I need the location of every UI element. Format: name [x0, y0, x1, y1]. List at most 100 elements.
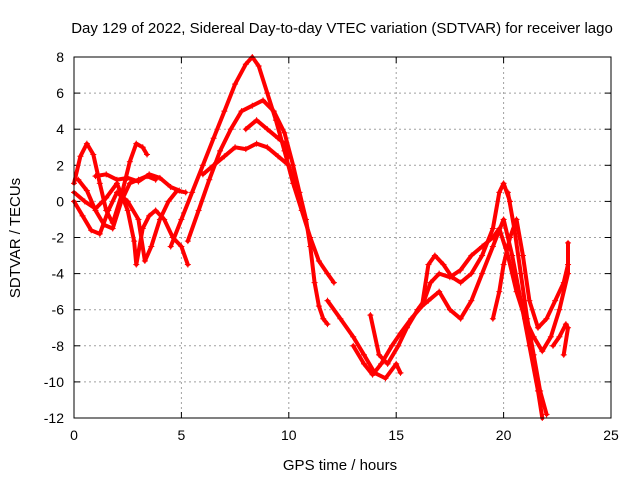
data-point-marker — [124, 174, 131, 181]
data-point-marker — [126, 180, 133, 187]
data-point-marker — [530, 351, 537, 358]
data-point-marker — [184, 238, 191, 245]
plot-frame — [73, 56, 612, 419]
data-point-marker — [457, 315, 464, 322]
data-point-marker — [552, 297, 559, 304]
series-arc-i — [242, 117, 292, 160]
data-point-marker — [90, 151, 97, 158]
x-tick-label: 0 — [70, 427, 78, 443]
data-point-marker — [324, 321, 331, 328]
data-point-marker — [182, 189, 189, 196]
data-point-marker — [382, 375, 389, 382]
data-point-marker — [393, 360, 400, 367]
data-point-marker — [264, 90, 271, 97]
data-point-marker — [547, 333, 554, 340]
y-tick-label: -4 — [52, 266, 65, 282]
y-tick-label: 8 — [56, 49, 64, 65]
data-point-marker — [199, 162, 206, 169]
data-point-marker — [524, 315, 531, 322]
data-point-marker — [457, 266, 464, 273]
data-point-marker — [414, 306, 421, 313]
y-tick-label: -6 — [52, 302, 65, 318]
data-point-marker — [281, 129, 288, 136]
data-point-marker — [146, 212, 153, 219]
data-point-marker — [144, 151, 151, 158]
data-point-marker — [560, 351, 567, 358]
data-point-marker — [83, 140, 90, 147]
data-point-marker — [489, 243, 496, 250]
data-point-marker — [275, 135, 282, 142]
data-point-marker — [369, 371, 376, 378]
data-point-marker — [500, 261, 507, 268]
data-point-marker — [384, 360, 391, 367]
data-point-marker — [537, 387, 544, 394]
x-tick-label: 15 — [388, 427, 404, 443]
data-point-marker — [227, 126, 234, 133]
chart-title: Day 129 of 2022, Sidereal Day-to-day VTE… — [71, 20, 613, 37]
data-point-marker — [77, 153, 84, 160]
data-point-marker — [539, 348, 546, 355]
data-point-marker — [534, 324, 541, 331]
data-point-marker — [556, 306, 563, 313]
data-point-marker — [395, 342, 402, 349]
data-point-marker — [131, 238, 138, 245]
data-point-marker — [113, 189, 120, 196]
data-point-marker — [270, 108, 277, 115]
data-point-marker — [156, 216, 163, 223]
data-point-marker — [285, 153, 292, 160]
data-point-marker — [513, 288, 520, 295]
series-line — [490, 217, 570, 330]
data-point-marker — [562, 321, 569, 328]
data-point-marker — [139, 144, 146, 151]
series-line — [93, 172, 182, 193]
data-point-marker — [206, 176, 213, 183]
data-point-marker — [242, 146, 249, 153]
data-point-marker — [109, 225, 116, 232]
series-arc-e — [92, 171, 183, 194]
data-point-marker — [446, 274, 453, 281]
data-point-marker — [446, 306, 453, 313]
data-point-marker — [195, 207, 202, 214]
y-tick-label: -10 — [44, 374, 64, 390]
data-point-marker — [124, 198, 131, 205]
data-point-marker — [360, 351, 367, 358]
data-point-marker — [489, 234, 496, 241]
data-point-marker — [311, 279, 318, 286]
data-point-marker — [367, 312, 374, 319]
data-point-marker — [307, 243, 314, 250]
data-point-marker — [83, 187, 90, 194]
data-point-marker — [436, 288, 443, 295]
data-point-marker — [264, 126, 271, 133]
data-point-marker — [489, 315, 496, 322]
data-point-marker — [165, 198, 172, 205]
y-tick-label: 2 — [56, 157, 64, 173]
data-point-marker — [511, 225, 518, 232]
data-point-marker — [350, 333, 357, 340]
data-point-marker — [148, 243, 155, 250]
y-axis-label: SDTVAR / TECUs — [7, 178, 24, 298]
data-point-marker — [440, 261, 447, 268]
data-point-marker — [296, 189, 303, 196]
data-point-marker — [550, 342, 557, 349]
data-point-marker — [281, 140, 288, 147]
data-point-marker — [292, 183, 299, 190]
y-tick-label: -2 — [52, 230, 65, 246]
data-point-marker — [421, 297, 428, 304]
data-point-marker — [431, 252, 438, 259]
series-arc-g — [184, 97, 331, 328]
data-point-marker — [232, 144, 239, 151]
data-point-marker — [88, 227, 95, 234]
data-point-marker — [253, 140, 260, 147]
data-point-marker — [232, 81, 239, 88]
series-line — [243, 118, 291, 159]
data-point-marker — [457, 279, 464, 286]
y-tick-label: -8 — [52, 338, 65, 354]
x-tick-label: 25 — [603, 427, 619, 443]
x-axis-label: GPS time / hours — [283, 457, 397, 474]
data-point-marker — [479, 243, 486, 250]
data-point-marker — [468, 270, 475, 277]
data-point-marker — [320, 315, 327, 322]
data-point-marker — [489, 225, 496, 232]
data-point-marker — [253, 117, 260, 124]
